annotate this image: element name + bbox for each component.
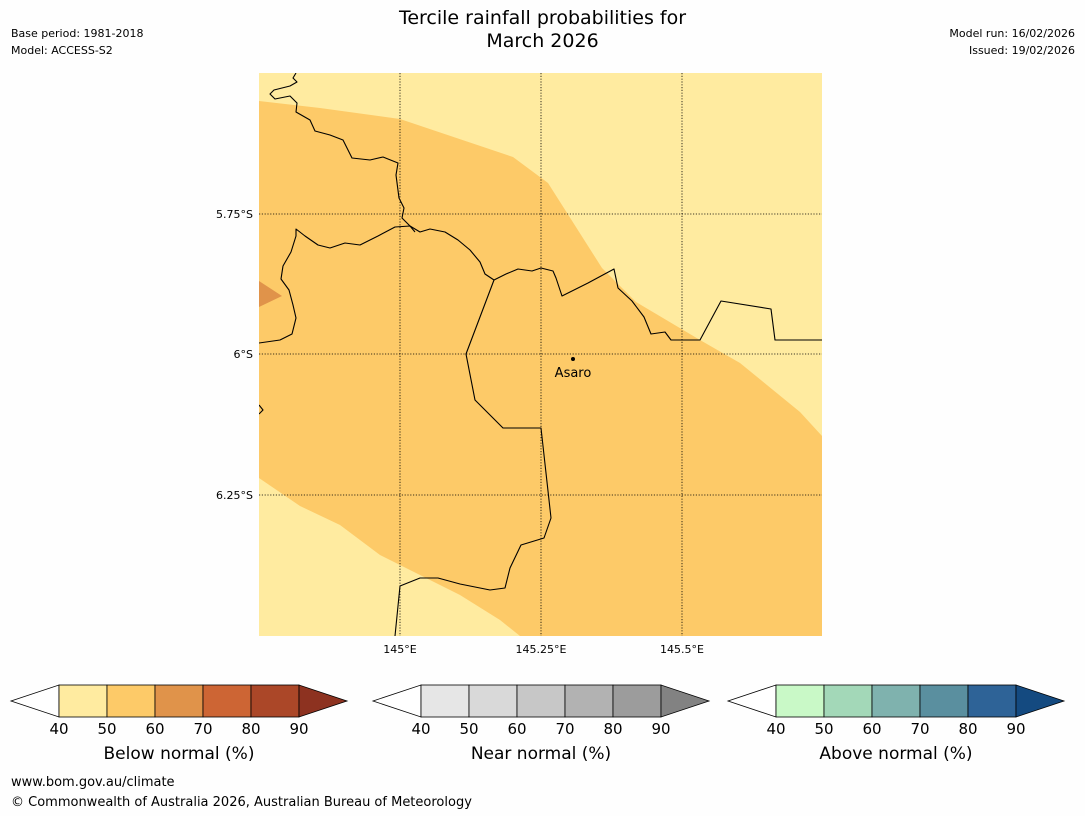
issued-date: Issued: 19/02/2026 bbox=[968, 44, 1075, 57]
colorbar-below: 40 50 60 70 80 90 bbox=[9, 684, 349, 738]
lat-label-5.75s: 5.75°S bbox=[216, 208, 253, 221]
lon-label-145.5e: 145.5°E bbox=[660, 643, 704, 656]
colorbar-above: 40 50 60 70 80 90 bbox=[726, 684, 1066, 738]
colorbar-tick-label: 70 bbox=[555, 720, 574, 738]
colorbar-segment bbox=[612, 684, 662, 718]
colorbar-segment bbox=[420, 684, 470, 718]
probability-region-60-70 bbox=[259, 281, 282, 307]
colorbar-segment bbox=[250, 684, 300, 718]
asaro-marker bbox=[571, 357, 575, 361]
colorbar-near: 40 50 60 70 80 90 bbox=[371, 684, 711, 738]
colorbar-segment bbox=[871, 684, 921, 718]
title-line-1: Tercile rainfall probabilities for bbox=[398, 7, 687, 29]
colorbar-tick-label: 90 bbox=[289, 720, 308, 738]
colorbar-segment bbox=[516, 684, 566, 718]
colorbar-segment bbox=[106, 684, 156, 718]
colorbar-segment bbox=[564, 684, 614, 718]
place-label-asaro: Asaro bbox=[555, 366, 592, 381]
colorbar-tick-label: 40 bbox=[766, 720, 785, 738]
model-run: Model run: 16/02/2026 bbox=[949, 27, 1075, 40]
title-line-2: March 2026 bbox=[486, 30, 599, 52]
header-right: Model run: 16/02/2026 Issued: 19/02/2026 bbox=[949, 25, 1075, 59]
base-period: Base period: 1981-2018 bbox=[11, 27, 144, 40]
footer-url[interactable]: www.bom.gov.au/climate bbox=[11, 775, 175, 790]
colorbar-tick-label: 60 bbox=[145, 720, 164, 738]
colorbar-segment bbox=[823, 684, 873, 718]
colorbar-tick-label: 80 bbox=[241, 720, 260, 738]
colorbar-segment bbox=[967, 684, 1017, 718]
colorbar-tick-label: 70 bbox=[910, 720, 929, 738]
colorbar-tick-label: 90 bbox=[651, 720, 670, 738]
colorbar-extension-high bbox=[298, 684, 349, 718]
lon-label-145.25e: 145.25°E bbox=[516, 643, 567, 656]
colorbar-segment bbox=[919, 684, 969, 718]
footer-copyright: © Commonwealth of Australia 2026, Austra… bbox=[11, 795, 472, 810]
colorbar-tick-label: 40 bbox=[411, 720, 430, 738]
colorbar-segment bbox=[202, 684, 252, 718]
colorbars: 40 50 60 70 80 90 40 50 60 70 80 90 40 50 60 70 80 90 bbox=[9, 684, 1066, 738]
colorbar-segment bbox=[154, 684, 204, 718]
lat-label-6.25s: 6.25°S bbox=[216, 489, 253, 502]
colorbar-tick-label: 50 bbox=[814, 720, 833, 738]
colorbar-label-above: Above normal (%) bbox=[819, 744, 973, 764]
lat-label-6s: 6°S bbox=[234, 348, 253, 361]
colorbar-tick-label: 80 bbox=[958, 720, 977, 738]
colorbar-extension-high bbox=[660, 684, 711, 718]
colorbar-tick-label: 90 bbox=[1006, 720, 1025, 738]
colorbar-extension-low bbox=[726, 684, 777, 718]
colorbar-extension-high bbox=[1015, 684, 1066, 718]
colorbar-tick-label: 80 bbox=[603, 720, 622, 738]
colorbar-extension-low bbox=[371, 684, 422, 718]
header-left: Base period: 1981-2018 Model: ACCESS-S2 bbox=[11, 25, 143, 59]
colorbar-tick-label: 50 bbox=[97, 720, 116, 738]
model-name: Model: ACCESS-S2 bbox=[11, 44, 113, 57]
colorbar-label-near: Near normal (%) bbox=[470, 744, 612, 764]
colorbar-tick-label: 60 bbox=[862, 720, 881, 738]
map-figure: Asaro 5.75°S 6°S 6.25°S 145°E 145.25°E 1… bbox=[216, 73, 822, 656]
colorbar-tick-label: 60 bbox=[507, 720, 526, 738]
colorbar-tick-label: 50 bbox=[459, 720, 478, 738]
lon-label-145e: 145°E bbox=[383, 643, 416, 656]
map-title: Tercile rainfall probabilities for March… bbox=[0, 7, 1085, 53]
province-boundaries bbox=[259, 73, 822, 636]
colorbar-tick-label: 70 bbox=[193, 720, 212, 738]
colorbar-segment bbox=[468, 684, 518, 718]
colorbar-segment bbox=[58, 684, 108, 718]
colorbar-label-below: Below normal (%) bbox=[103, 744, 255, 764]
colorbar-extension-low bbox=[9, 684, 60, 718]
colorbar-segment bbox=[775, 684, 825, 718]
map-area bbox=[259, 73, 822, 636]
colorbar-tick-label: 40 bbox=[49, 720, 68, 738]
